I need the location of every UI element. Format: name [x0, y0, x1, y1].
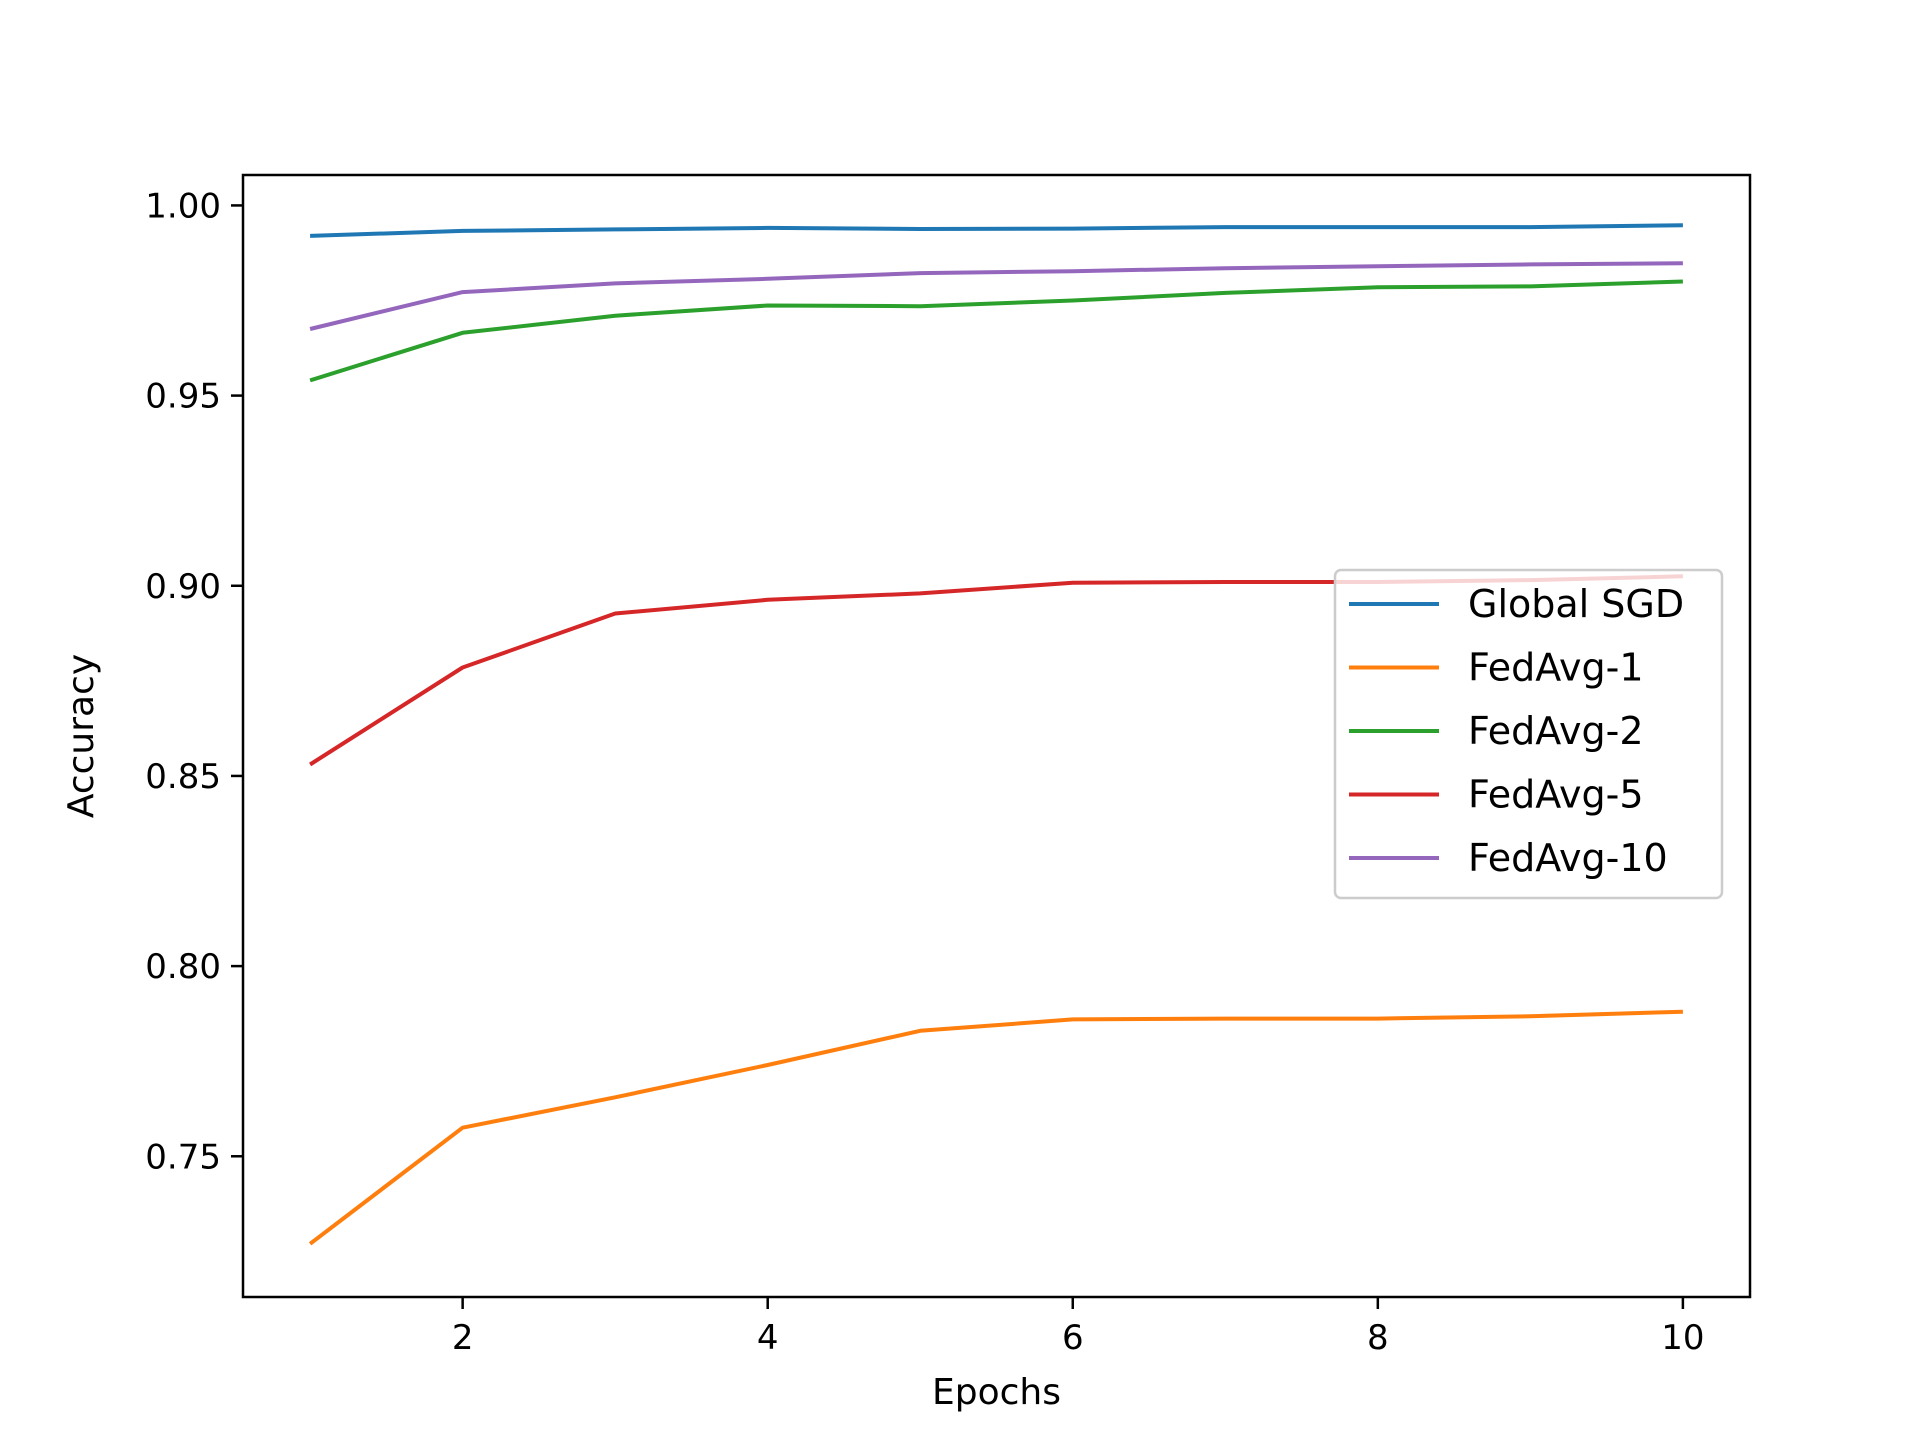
x-tick-label: 4 [757, 1318, 779, 1358]
legend-label-1: FedAvg-1 [1468, 646, 1644, 690]
y-tick-label: 0.90 [145, 567, 221, 607]
y-tick-label: 0.75 [145, 1137, 221, 1177]
legend-box [1333, 568, 1724, 900]
legend-label-4: FedAvg-10 [1468, 836, 1668, 880]
y-tick-label: 0.80 [145, 947, 221, 987]
legend: Global SGD FedAvg-1 FedAvg-2 FedAvg-5 FedAvg… [1333, 568, 1724, 900]
x-axis: 2 4 6 8 10 [452, 1297, 1705, 1358]
y-axis-title: Accuracy [61, 654, 102, 818]
legend-label-2: FedAvg-2 [1468, 709, 1644, 753]
plot-area-frame [241, 173, 1752, 1299]
x-tick-label: 8 [1367, 1318, 1389, 1358]
x-tick-label: 2 [452, 1318, 474, 1358]
series-line-1 [308, 1009, 1683, 1246]
y-tick-label: 1.00 [145, 186, 221, 226]
y-axis: 0.75 0.80 0.85 0.90 0.95 1.00 [145, 186, 243, 1177]
series-line-0 [310, 223, 1683, 238]
x-tick-label: 6 [1062, 1318, 1084, 1358]
y-tick-label: 0.85 [145, 757, 221, 797]
x-tick-label: 10 [1661, 1318, 1704, 1358]
legend-label-0: Global SGD [1468, 582, 1684, 626]
series-layer [308, 223, 1683, 1246]
series-line-2 [309, 279, 1683, 383]
x-axis-title: Epochs [932, 1372, 1061, 1413]
y-tick-label: 0.95 [145, 377, 221, 417]
legend-label-3: FedAvg-5 [1468, 773, 1644, 817]
series-line-4 [309, 261, 1683, 331]
